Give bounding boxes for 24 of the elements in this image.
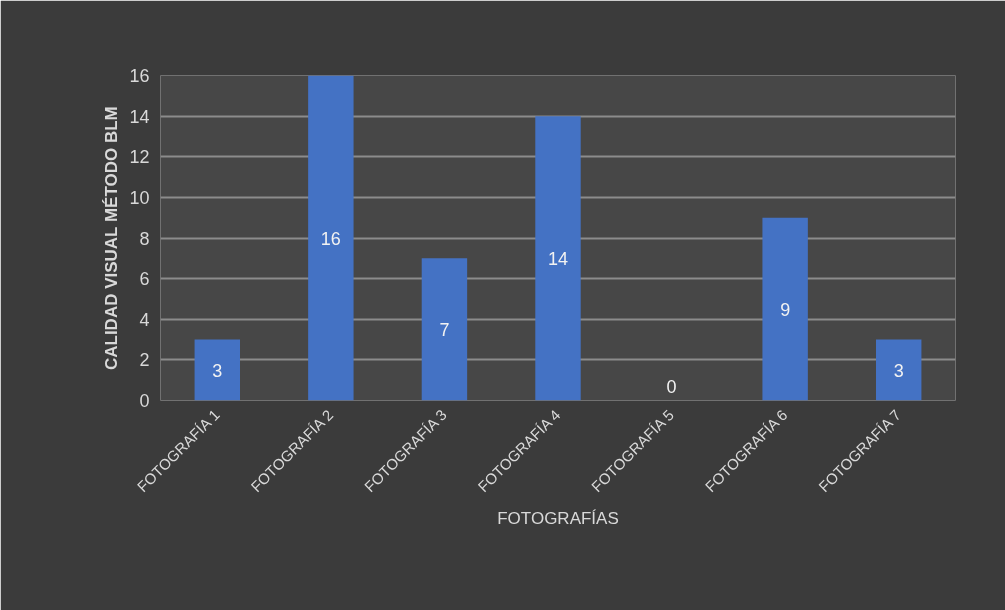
x-axis-title: FOTOGRAFÍAS (497, 509, 619, 529)
y-tick-label: 2 (139, 350, 150, 371)
bar (421, 258, 468, 401)
y-tick-label: 4 (139, 309, 150, 330)
data-label: 3 (212, 360, 223, 381)
y-tick-label: 8 (139, 228, 150, 249)
data-label: 14 (547, 248, 569, 269)
bar (308, 75, 354, 401)
data-label: 3 (893, 360, 904, 381)
bar (194, 339, 240, 401)
y-tick-label: 10 (129, 187, 150, 208)
y-tick-label: 12 (129, 147, 150, 168)
y-tick-label: 14 (129, 106, 150, 127)
y-tick-label: 0 (139, 391, 150, 411)
y-tick-label: 6 (139, 269, 150, 290)
data-label: 9 (780, 299, 791, 320)
bar (876, 339, 922, 401)
bar (762, 217, 808, 401)
data-label: 0 (666, 377, 677, 397)
y-axis-title: CALIDAD VISUAL MÉTODO BLM (102, 106, 122, 371)
y-tick-label: 16 (129, 66, 150, 86)
data-label: 7 (439, 319, 450, 340)
bar (535, 116, 581, 401)
data-label: 16 (320, 228, 341, 249)
